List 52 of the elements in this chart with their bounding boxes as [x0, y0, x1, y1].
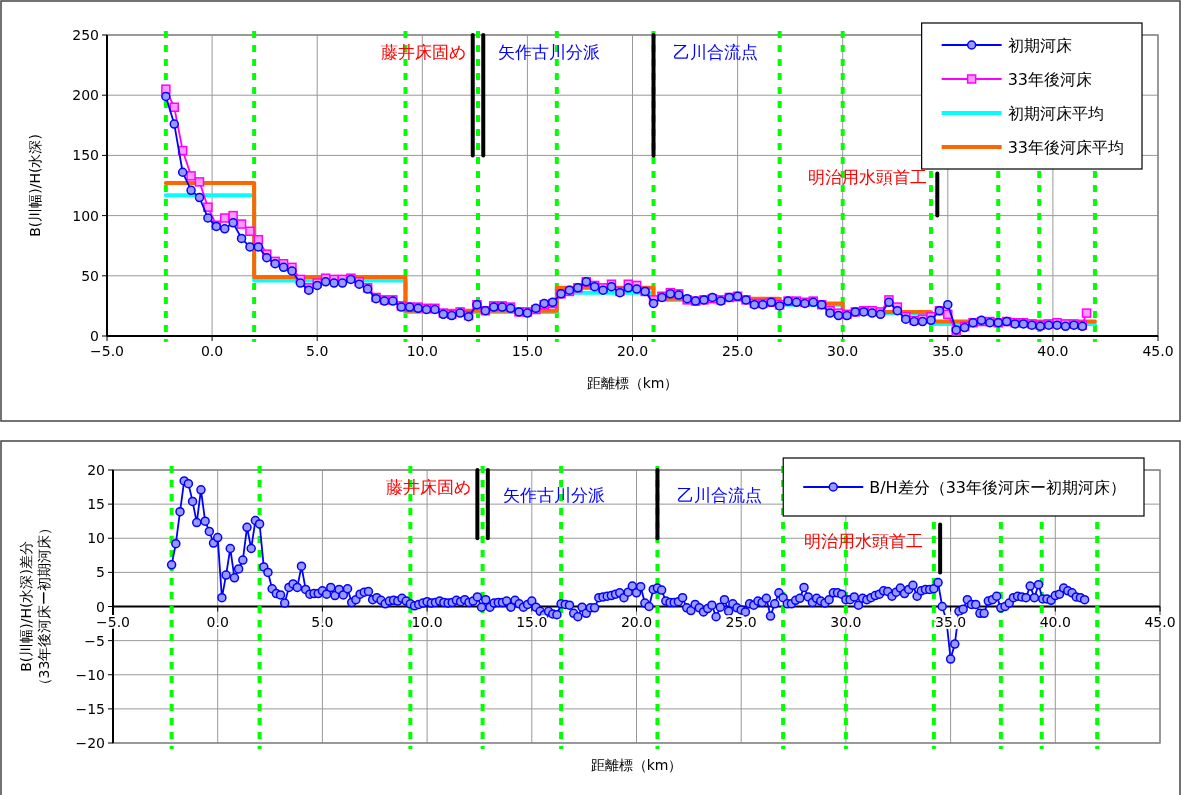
y-tick-label: 5 [96, 564, 105, 581]
legend-label: 33年後河床 [1007, 70, 1092, 89]
x-tick-label: 40.0 [1039, 613, 1071, 630]
x-tick-label: 5.0 [306, 343, 329, 359]
annotation: 明治用水頭首工 [804, 531, 923, 551]
x-tick-label: 0.0 [206, 613, 229, 630]
x-tick-label: 45.0 [1144, 613, 1176, 630]
y-tick-label: 0 [90, 328, 99, 344]
x-tick-label: 10.0 [406, 343, 438, 359]
y-tick-label: 20 [87, 462, 105, 478]
legend-label: 33年後河床平均 [1007, 138, 1124, 157]
x-tick-label: 30.0 [830, 613, 862, 630]
y-tick-label: 100 [72, 207, 99, 224]
y-tick-label: 10 [87, 530, 105, 547]
y-tick-label: 50 [81, 267, 99, 284]
y-axis-title: B(川幅)/H(水深) [27, 134, 43, 237]
legend-label: 初期河床平均 [1007, 104, 1104, 123]
y-tick-label: 250 [72, 27, 99, 43]
y-axis-title: B(川幅)/H(水深)差分（33年後河床ー初期河床） [18, 520, 52, 693]
y-tick-label: −20 [75, 735, 105, 751]
x-tick-label: 20.0 [620, 613, 653, 630]
x-tick-label: 25.0 [722, 343, 754, 359]
x-tick-label: 15.0 [516, 613, 548, 630]
x-tick-label: 35.0 [932, 343, 964, 359]
x-tick-label: 0.0 [200, 343, 224, 359]
annotation: 乙川合流点 [673, 42, 758, 62]
annotation: 藤井床固め [386, 477, 471, 497]
x-axis-title: 距離標（km） [590, 757, 683, 773]
annotation: 乙川合流点 [677, 485, 762, 505]
x-tick-label: 10.0 [411, 613, 443, 630]
x-tick-label: 20.0 [616, 343, 649, 359]
x-tick-label: 15.0 [511, 343, 543, 359]
annotation: 明治用水頭首工 [808, 167, 927, 187]
annotation: 矢作古川分派 [503, 485, 605, 505]
x-tick-label: 25.0 [725, 613, 757, 630]
y-tick-label: 0 [96, 598, 105, 615]
x-axis-title: 距離標（km） [586, 375, 679, 391]
legend-label: 初期河床 [1007, 36, 1072, 55]
x-tick-label: 40.0 [1037, 343, 1069, 359]
x-tick-label: 5.0 [311, 613, 334, 630]
y-tick-label: −15 [75, 700, 105, 717]
x-tick-label: −5.0 [90, 343, 124, 359]
x-tick-label: 30.0 [827, 343, 859, 359]
x-tick-label: 45.0 [1142, 343, 1174, 359]
y-tick-label: 200 [72, 87, 99, 104]
legend-label: B/H差分（33年後河床ー初期河床） [869, 478, 1126, 497]
y-tick-label: −10 [75, 666, 105, 683]
annotation: 矢作古川分派 [498, 42, 600, 62]
annotation: 藤井床固め [381, 42, 466, 62]
y-tick-label: 15 [87, 496, 105, 513]
y-tick-label: 150 [72, 147, 99, 164]
y-tick-label: −5 [84, 632, 105, 649]
